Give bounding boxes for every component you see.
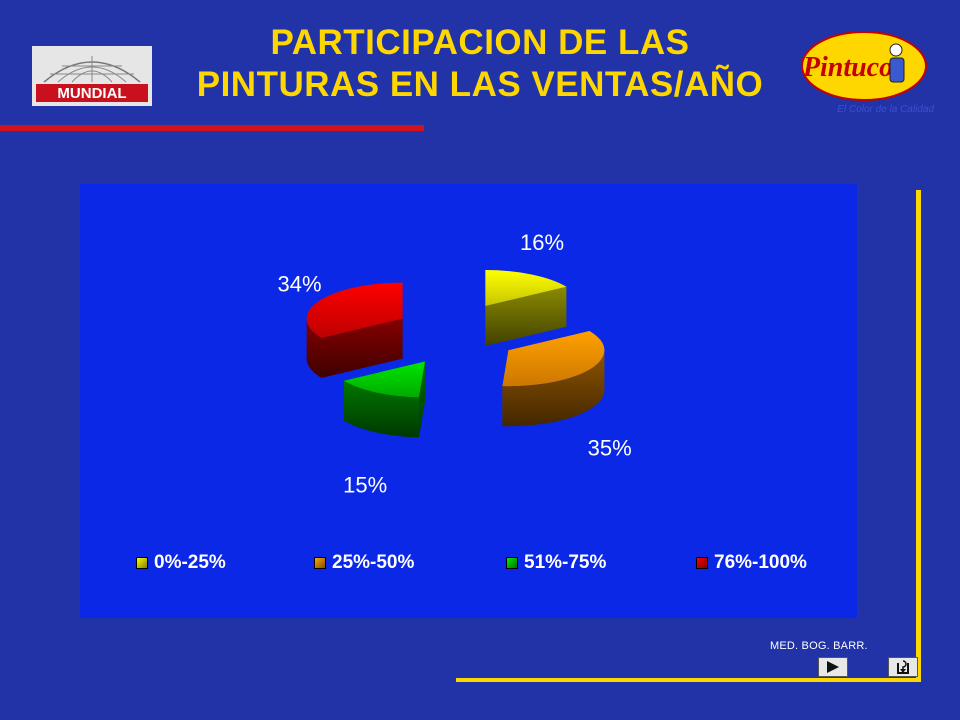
mundial-logo: MUNDIAL	[32, 46, 152, 106]
mundial-logo-text: MUNDIAL	[57, 85, 126, 102]
legend-label: 0%-25%	[154, 552, 226, 573]
legend-swatch	[696, 557, 708, 569]
title-line-1: PARTICIPACION DE LAS	[270, 23, 690, 62]
legend-swatch	[314, 557, 326, 569]
pie-slice-0-25	[485, 270, 567, 347]
legend-label: 25%-50%	[332, 552, 415, 573]
legend-item: 76%-100%	[696, 552, 807, 574]
pie-chart: 16% 35% 15% 34%	[278, 230, 632, 497]
pie-slice-25-50	[502, 330, 605, 427]
chart-panel: 16% 35% 15% 34% 0%-25% 25%-50% 51%-75% 76%-100…	[80, 184, 857, 618]
legend-swatch	[506, 557, 518, 569]
next-arrow-icon	[827, 661, 839, 673]
slide-title: PARTICIPACION DE LAS PINTURAS EN LAS VEN…	[160, 22, 800, 106]
legend-item: 0%-25%	[136, 552, 226, 574]
slice-label: 34%	[278, 271, 322, 296]
pintuco-logo: Pintuco El Color de la Calidad	[801, 31, 934, 115]
frame-bottom-rule	[456, 678, 921, 682]
next-slide-button[interactable]	[818, 657, 848, 677]
chart-legend: 0%-25% 25%-50% 51%-75% 76%-100%	[80, 552, 857, 582]
pie-slice-51-75	[343, 361, 425, 438]
footer-text: MED. BOG. BARR.	[770, 640, 868, 652]
title-line-2: PINTURAS EN LAS VENTAS/AÑO	[196, 65, 764, 104]
slice-label: 16%	[520, 230, 564, 255]
legend-label: 76%-100%	[714, 552, 807, 573]
frame-right-rule	[916, 190, 921, 682]
return-button[interactable]	[888, 657, 918, 677]
pie-slice-76-100	[306, 282, 403, 378]
pintuco-logo-text: Pintuco	[802, 52, 893, 83]
slice-label: 35%	[588, 435, 632, 460]
pintuco-tagline: El Color de la Calidad	[837, 104, 934, 115]
accent-rule	[0, 125, 424, 131]
legend-item: 51%-75%	[506, 552, 606, 574]
slice-label: 15%	[343, 472, 387, 497]
return-icon	[897, 660, 909, 674]
legend-label: 51%-75%	[524, 552, 607, 573]
legend-item: 25%-50%	[314, 552, 414, 574]
legend-swatch	[136, 557, 148, 569]
